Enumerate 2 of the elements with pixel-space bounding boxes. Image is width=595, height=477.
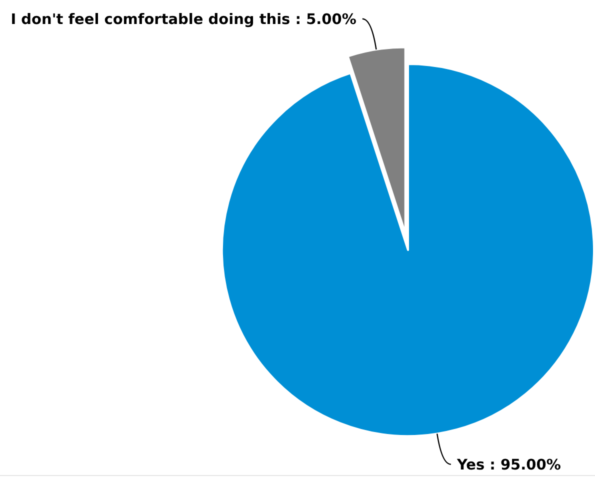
slice-label: I don't feel comfortable doing this : 5.00% [10, 12, 357, 28]
slice-label: Yes : 95.00% [456, 457, 562, 474]
